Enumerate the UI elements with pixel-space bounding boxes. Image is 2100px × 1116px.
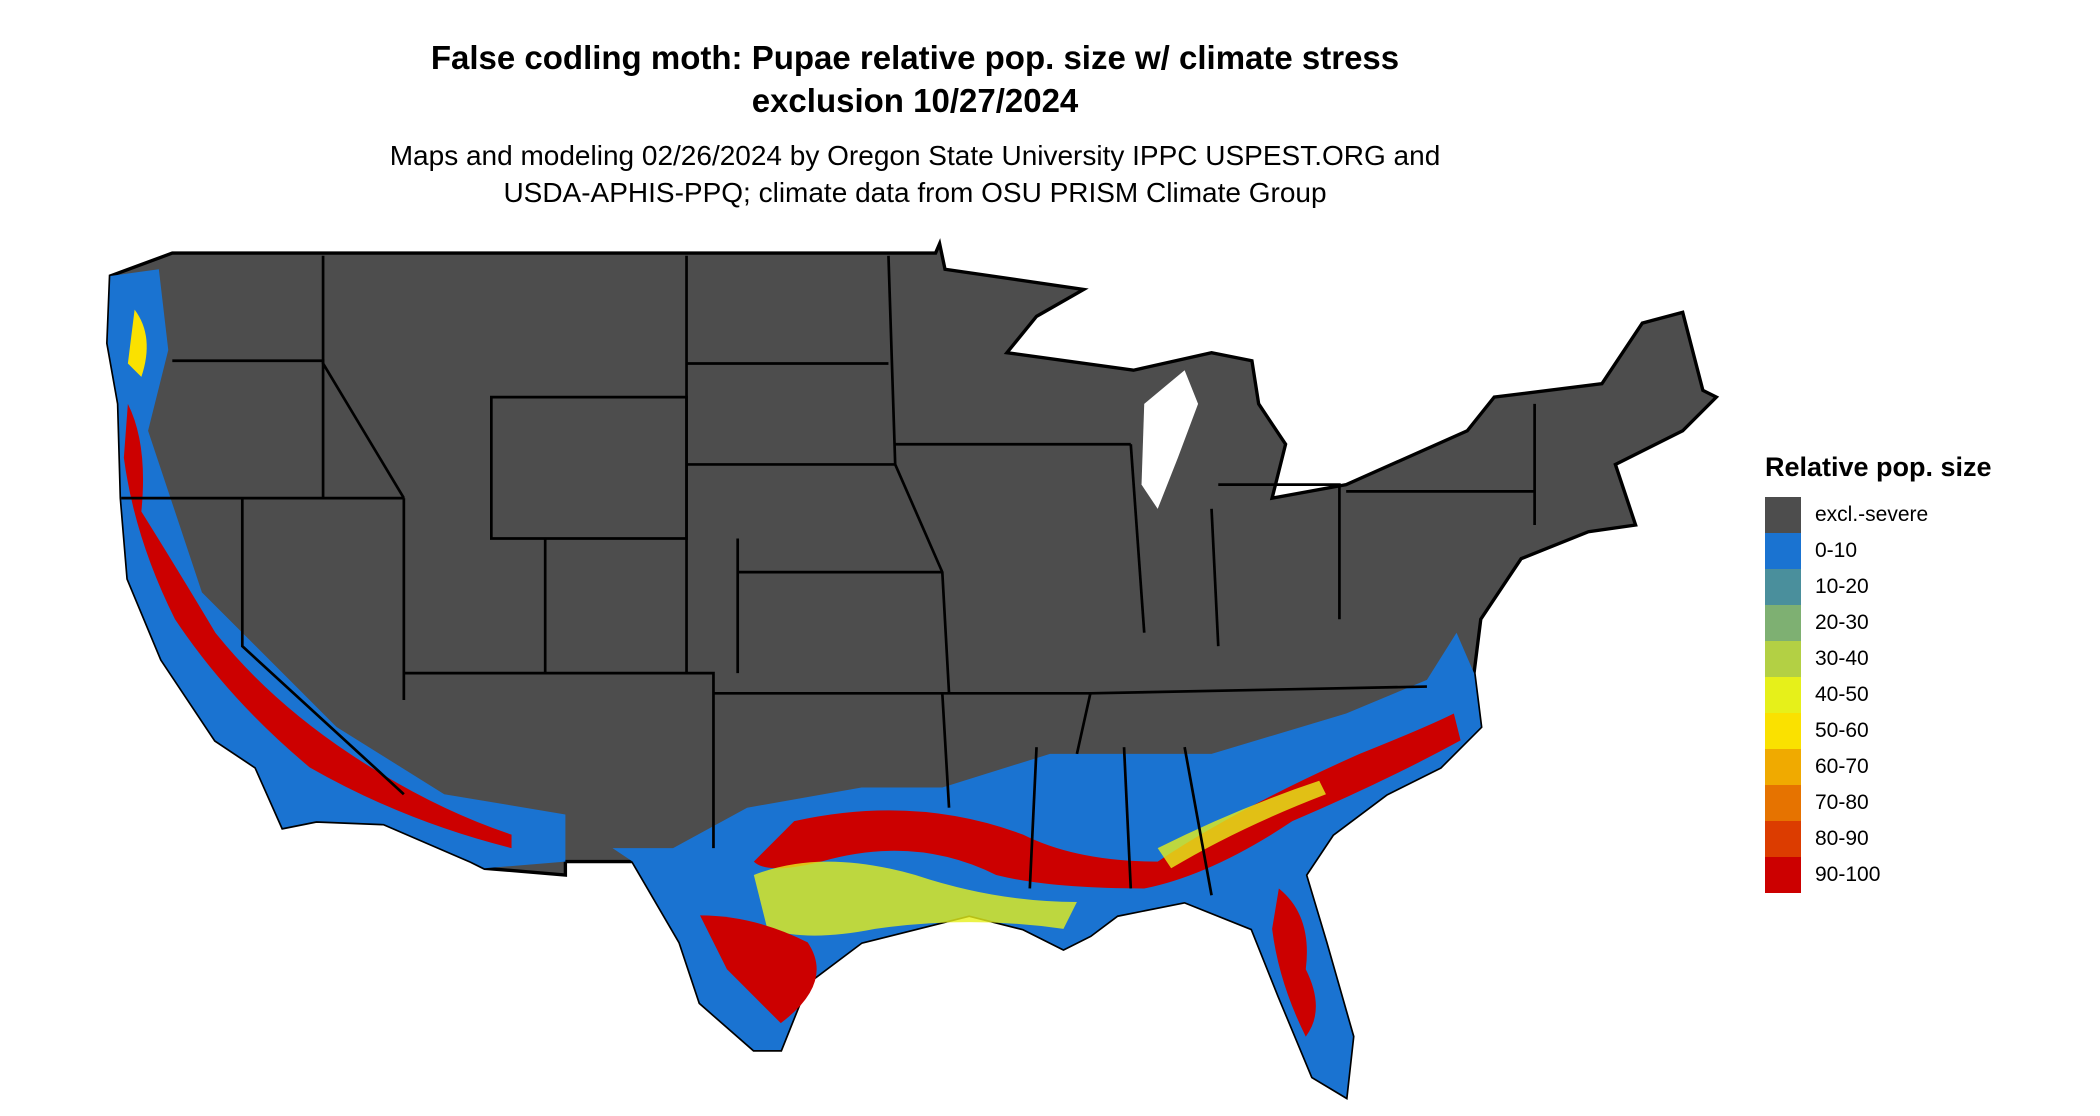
legend-item: 60-70	[1765, 749, 1992, 785]
conus-exclusion-area	[106, 238, 1720, 1100]
legend: Relative pop. size excl.-severe 0-10 10-20…	[1765, 452, 1992, 893]
legend-swatch	[1765, 713, 1801, 749]
legend-swatch	[1765, 569, 1801, 605]
legend-label: 90-100	[1815, 863, 1881, 886]
legend-item: 20-30	[1765, 605, 1992, 641]
state-borders	[121, 255, 1536, 896]
legend-swatch	[1765, 641, 1801, 677]
legend-label: 10-20	[1815, 575, 1869, 598]
legend-item: excl.-severe	[1765, 497, 1992, 533]
legend-item: 0-10	[1765, 533, 1992, 569]
legend-item: 70-80	[1765, 785, 1992, 821]
legend-swatch	[1765, 857, 1801, 893]
map-title: False codling moth: Pupae relative pop. …	[0, 36, 1830, 122]
legend-item: 40-50	[1765, 677, 1992, 713]
subtitle-line-1: Maps and modeling 02/26/2024 by Oregon S…	[389, 140, 1441, 171]
title-line-1: False codling moth: Pupae relative pop. …	[430, 39, 1400, 76]
legend-swatch	[1765, 749, 1801, 785]
legend-label: 80-90	[1815, 827, 1869, 850]
legend-label: 50-60	[1815, 719, 1869, 742]
map-subtitle: Maps and modeling 02/26/2024 by Oregon S…	[0, 137, 1830, 211]
legend-item: 30-40	[1765, 641, 1992, 677]
legend-item: 10-20	[1765, 569, 1992, 605]
lake-michigan	[1141, 370, 1199, 509]
legend-item: 50-60	[1765, 713, 1992, 749]
legend-label: 0-10	[1815, 539, 1858, 562]
title-line-2: exclusion 10/27/2024	[751, 82, 1079, 119]
legend-item: 90-100	[1765, 857, 1992, 893]
legend-label: 60-70	[1815, 755, 1869, 778]
legend-label: 30-40	[1815, 647, 1869, 670]
subtitle-line-2: USDA-APHIS-PPQ; climate data from OSU PR…	[503, 177, 1327, 208]
legend-label: excl.-severe	[1815, 503, 1929, 526]
legend-label: 70-80	[1815, 791, 1869, 814]
legend-label: 20-30	[1815, 611, 1869, 634]
west-coast-suitable-zone	[107, 269, 566, 869]
legend-label: 40-50	[1815, 683, 1869, 706]
legend-swatch	[1765, 497, 1801, 533]
legend-items: excl.-severe 0-10 10-20 20-30 30-40 40-50 50-6…	[1765, 497, 1992, 893]
legend-title: Relative pop. size	[1765, 452, 1992, 482]
legend-swatch	[1765, 605, 1801, 641]
legend-swatch	[1765, 533, 1801, 569]
legend-swatch	[1765, 821, 1801, 857]
legend-item: 80-90	[1765, 821, 1992, 857]
high-population-patches	[123, 309, 1461, 1037]
legend-swatch	[1765, 677, 1801, 713]
legend-swatch	[1765, 785, 1801, 821]
